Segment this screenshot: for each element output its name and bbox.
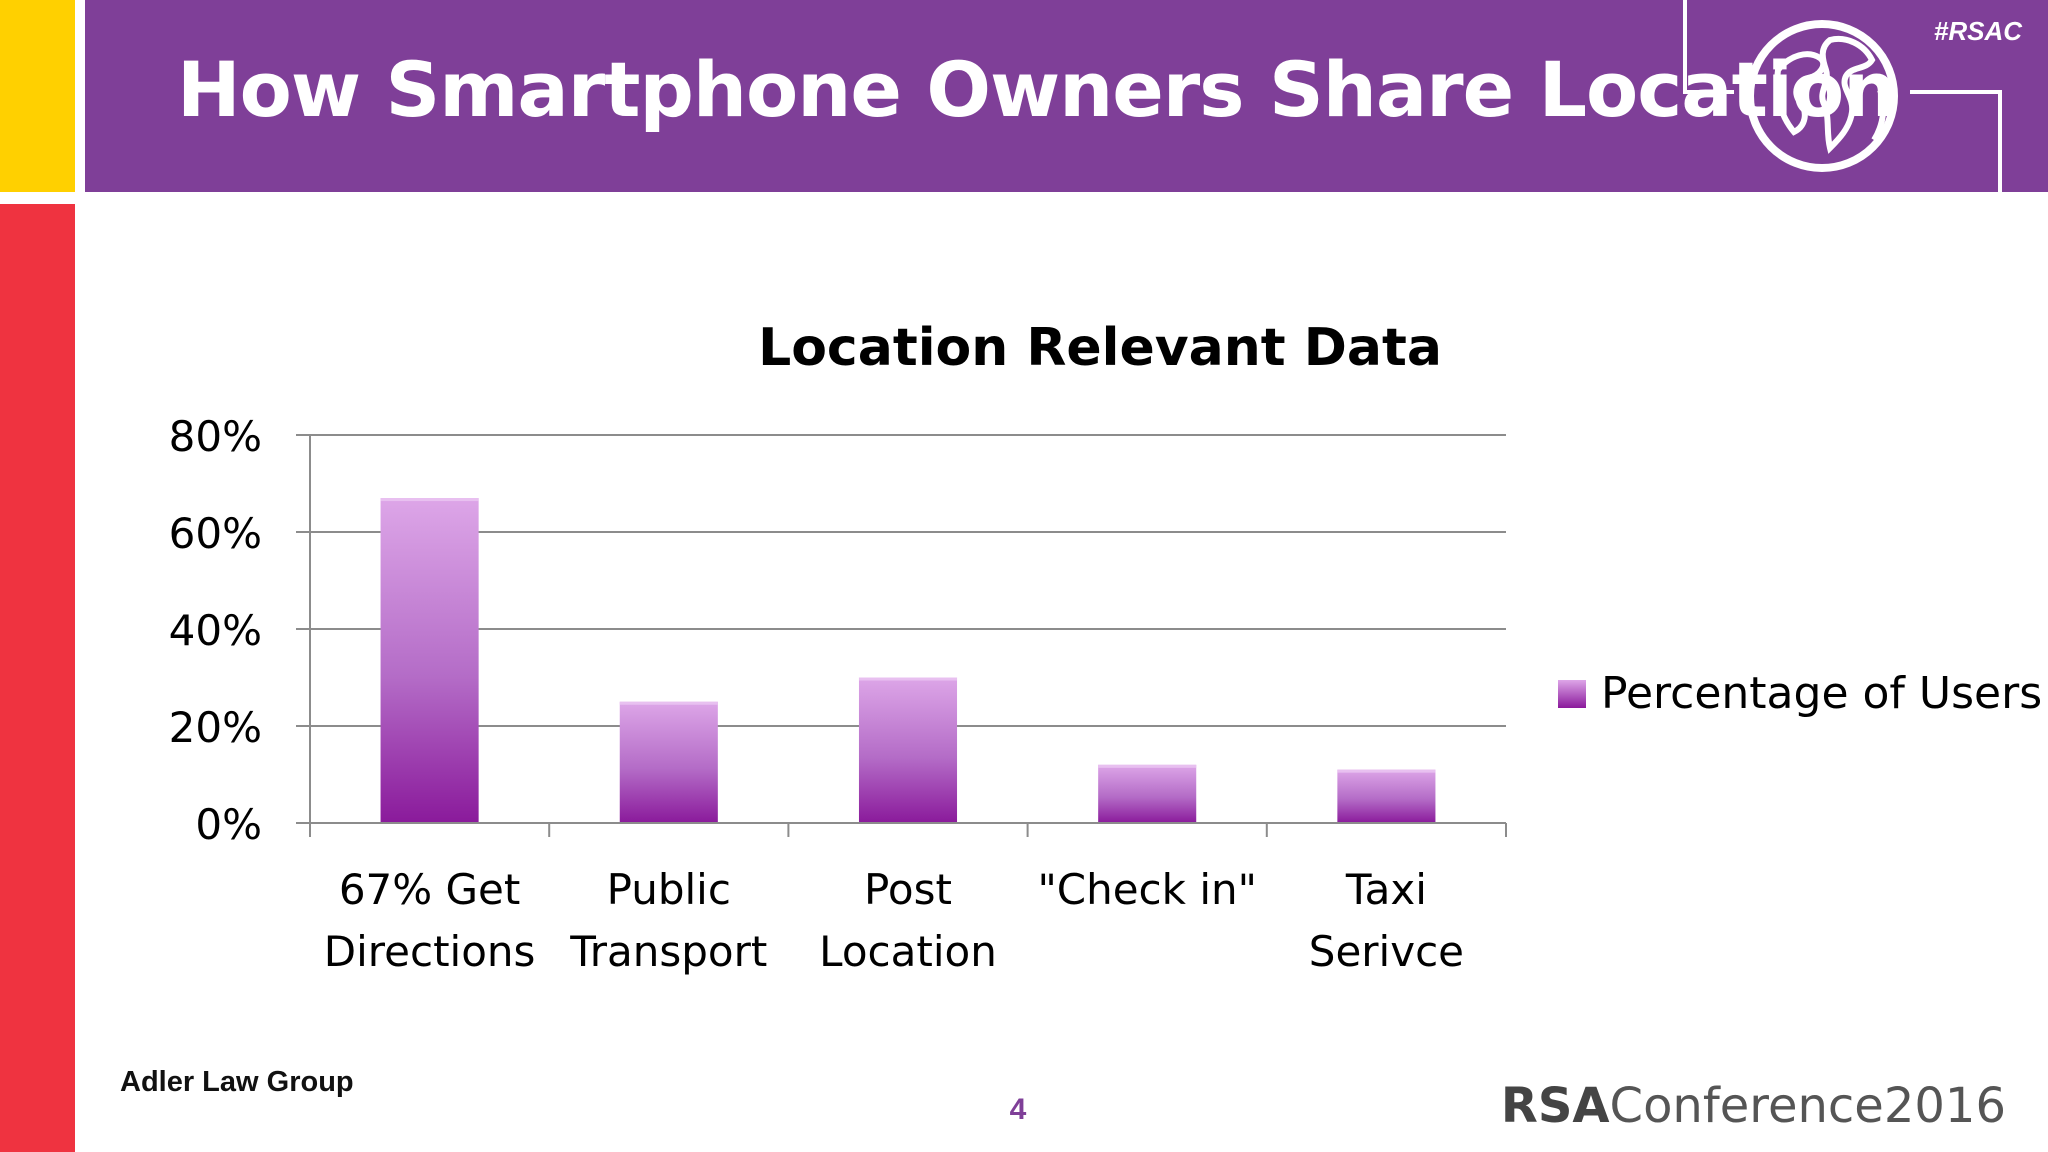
conference-logo: RSAConference2016 [1501,1078,2006,1134]
legend-label: Percentage of Users [1601,668,2042,719]
x-tick-label: 67% Get [339,865,521,914]
x-tick-label: Post [864,865,952,914]
x-tick-label: Transport [569,927,767,976]
brand-conference: Conference2016 [1609,1078,2006,1134]
globe-icon [1683,0,2002,192]
chart-title: Location Relevant Data [758,318,1442,378]
x-tick-label: Serivce [1309,927,1464,976]
x-tick-label: Directions [324,927,536,976]
brand-rsa: RSA [1500,1078,1610,1134]
accent-bar-red [0,204,75,1152]
hashtag-label: #RSAC [1933,16,2022,46]
y-tick-label: 60% [169,509,262,558]
bar [1337,769,1436,823]
y-tick-label: 20% [169,703,262,752]
bar [380,498,479,823]
x-tick-label: "Check in" [1037,865,1256,914]
footer-company: Adler Law Group [120,1066,354,1098]
y-tick-label: 40% [169,606,262,655]
x-tick-label: Taxi [1345,865,1427,914]
page-title: How Smartphone Owners Share Location [177,45,1897,134]
y-tick-label: 0% [195,800,262,849]
bar [619,701,718,823]
x-tick-label: Location [819,927,997,976]
bar [858,677,958,823]
legend-swatch [1558,680,1586,708]
bar-top-edge [858,677,958,681]
bar-top-edge [1337,769,1436,773]
bar-top-edge [1098,764,1197,768]
bar [1098,764,1197,823]
header-band: How Smartphone Owners Share Location #RS… [85,0,2048,192]
bar-top-edge [380,498,479,502]
x-tick-label: Public [607,865,731,914]
bar-top-edge [619,701,718,705]
y-tick-label: 80% [169,412,262,461]
page-number: 4 [1009,1093,1027,1126]
accent-bar-yellow [0,0,75,192]
